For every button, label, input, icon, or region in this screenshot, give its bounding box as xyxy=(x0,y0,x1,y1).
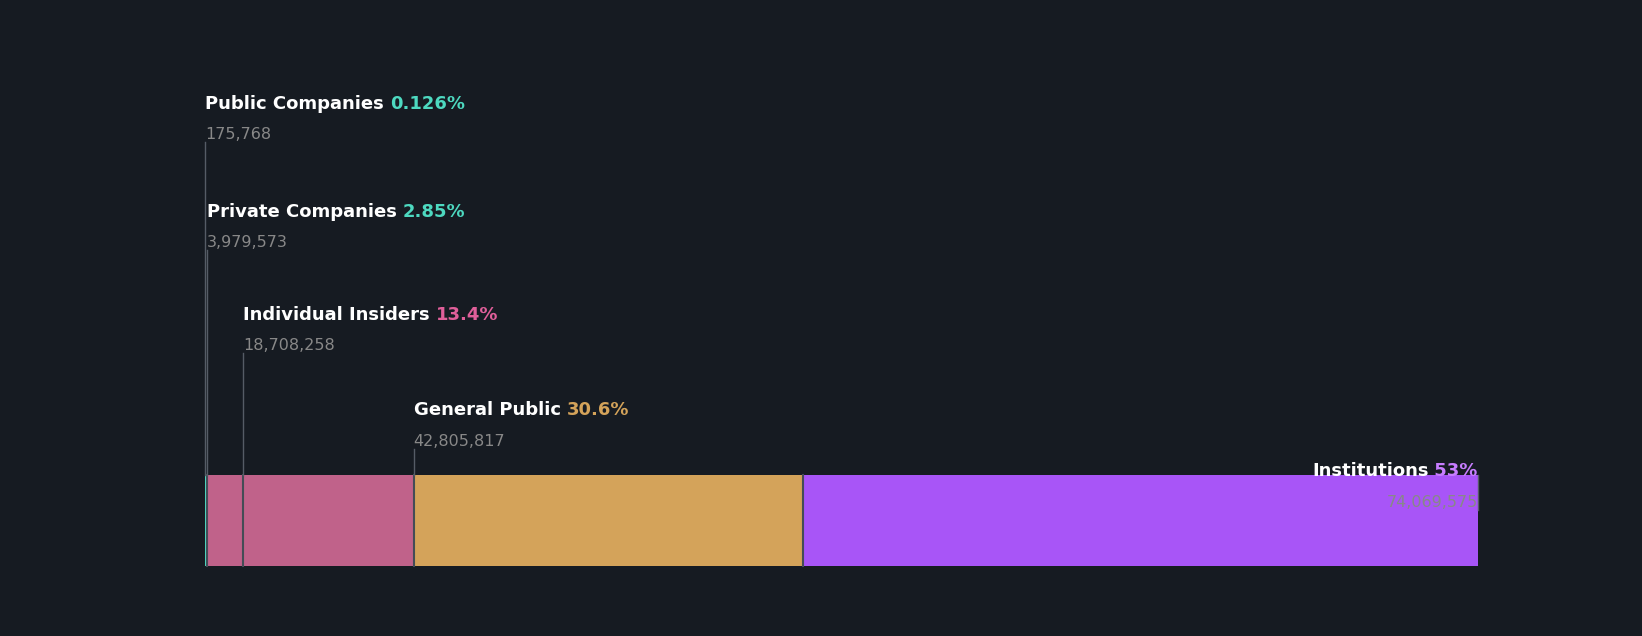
Bar xyxy=(243,476,414,566)
Text: Institutions: Institutions xyxy=(1312,462,1429,480)
Text: 0.126%: 0.126% xyxy=(391,95,465,113)
Text: 30.6%: 30.6% xyxy=(566,401,629,419)
Text: Private Companies: Private Companies xyxy=(207,203,402,221)
Text: 3,979,573: 3,979,573 xyxy=(207,235,287,250)
Text: 53%: 53% xyxy=(1429,462,1478,480)
Text: 13.4%: 13.4% xyxy=(437,306,499,324)
Text: General Public: General Public xyxy=(414,401,566,419)
Bar xyxy=(414,476,803,566)
Bar xyxy=(207,476,243,566)
Text: 175,768: 175,768 xyxy=(205,127,271,142)
Bar xyxy=(803,476,1478,566)
Text: Individual Insiders: Individual Insiders xyxy=(243,306,437,324)
Text: 18,708,258: 18,708,258 xyxy=(243,338,335,353)
Text: 2.85%: 2.85% xyxy=(402,203,466,221)
Text: Public Companies: Public Companies xyxy=(205,95,391,113)
Text: 42,805,817: 42,805,817 xyxy=(414,434,506,448)
Text: 74,069,575: 74,069,575 xyxy=(1386,495,1478,509)
